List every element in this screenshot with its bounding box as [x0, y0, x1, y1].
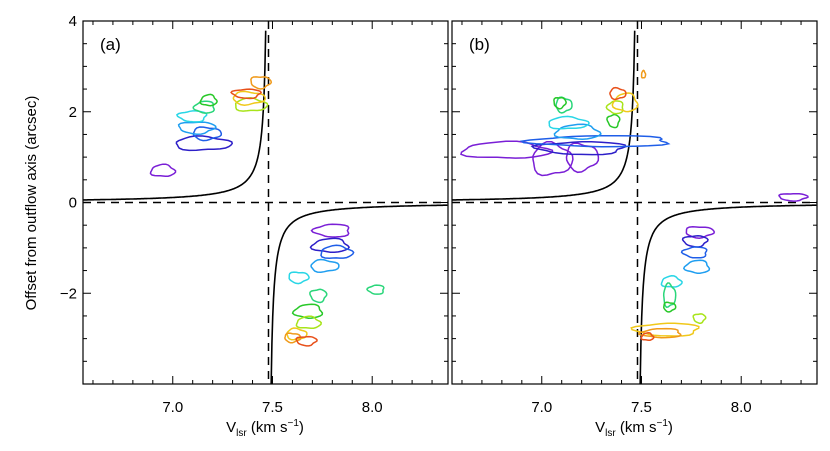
x-title-a-v: V — [226, 419, 236, 436]
contour-a-13 — [320, 244, 355, 259]
contour-b-22 — [692, 313, 707, 324]
contour-b-6 — [553, 123, 602, 141]
model-curve-lower-b — [639, 204, 817, 384]
contour-b-8 — [555, 96, 573, 114]
x-title-b-v: V — [595, 419, 605, 436]
x-tick-label-a-0: 7.0 — [162, 399, 183, 416]
x-title-a-sub: lsr — [236, 428, 247, 439]
contour-a-12 — [309, 237, 351, 254]
contour-b-13 — [640, 69, 647, 79]
contour-a-16 — [309, 288, 328, 304]
contour-b-5 — [519, 135, 671, 148]
x-title-b-exp: −1 — [657, 418, 669, 429]
contour-a-11 — [310, 223, 350, 238]
contour-b-18 — [682, 259, 711, 274]
model-curve-upper-a — [83, 30, 267, 201]
panel-b-plot-area — [452, 21, 817, 384]
contour-b-21 — [663, 301, 677, 313]
x-title-a-exp: −1 — [288, 418, 300, 429]
contour-a-19 — [295, 315, 322, 329]
y-tick-labels: −2 0 2 4 — [60, 13, 77, 302]
y-axis-title: Offset from outflow axis (arcsec) — [23, 96, 40, 311]
contour-a-3 — [177, 121, 217, 135]
y-tick-label-0: −2 — [60, 285, 77, 302]
contour-b-10 — [606, 113, 621, 129]
panel-a-plot-area — [83, 21, 448, 384]
contour-b-1 — [532, 140, 574, 177]
x-tick-labels: 7.0 7.5 8.0 7.0 7.5 8.0 — [162, 399, 751, 416]
y-tick-label-2: 2 — [69, 104, 77, 121]
x-title-a-close: ) — [299, 419, 304, 436]
panel-b-label: (b) — [469, 35, 490, 54]
contour-b-4 — [530, 140, 627, 156]
contour-b-3 — [778, 192, 809, 202]
x-tick-label-b-2: 8.0 — [731, 399, 752, 416]
contour-a-22 — [295, 335, 318, 347]
contour-a-14 — [310, 258, 340, 274]
model-curve-upper-b — [452, 30, 636, 201]
contour-b-9 — [553, 96, 567, 110]
contour-a-8 — [232, 90, 266, 106]
contour-a-5 — [192, 100, 215, 114]
contour-a-21 — [284, 332, 302, 344]
contour-a-7 — [234, 96, 269, 112]
x-title-a-units: (km s — [251, 419, 288, 436]
contour-a-10 — [230, 88, 263, 100]
contour-a-18 — [291, 303, 324, 319]
x-tick-label-b-0: 7.0 — [531, 399, 552, 416]
x-title-b-sub: lsr — [605, 428, 616, 439]
panel-a-label: (a) — [100, 35, 121, 54]
model-curve-lower-a — [270, 204, 448, 384]
contour-a-0 — [149, 163, 177, 178]
y-tick-label-1: 0 — [69, 195, 77, 212]
contour-b-20 — [662, 282, 677, 308]
x-axis-title-a: Vlsr (km s−1) — [226, 418, 304, 439]
x-title-b-close: ) — [668, 419, 673, 436]
contour-b-17 — [680, 246, 708, 259]
contour-a-6 — [199, 93, 218, 107]
contour-b-14 — [609, 86, 627, 101]
x-tick-label-a-2: 8.0 — [362, 399, 383, 416]
contour-b-23 — [630, 322, 700, 337]
panel-b — [452, 20, 817, 384]
x-tick-label-b-1: 7.5 — [631, 399, 652, 416]
contour-a-15 — [288, 271, 310, 285]
contour-b-11 — [605, 100, 624, 115]
contour-b-19 — [660, 275, 683, 288]
contour-b-7 — [548, 115, 590, 130]
x-tick-label-a-1: 7.5 — [262, 399, 283, 416]
contour-b-25 — [640, 332, 655, 342]
x-title-b-units: (km s — [620, 419, 657, 436]
panel-a — [83, 20, 448, 384]
y-tick-label-3: 4 — [69, 13, 77, 30]
x-axis-title-b: Vlsr (km s−1) — [595, 418, 673, 439]
contour-a-17 — [366, 284, 385, 295]
contour-a-9 — [250, 76, 273, 90]
contour-b-24 — [638, 327, 682, 339]
contour-b-16 — [681, 234, 709, 248]
contour-b-15 — [685, 225, 716, 239]
contour-b-12 — [611, 92, 639, 113]
